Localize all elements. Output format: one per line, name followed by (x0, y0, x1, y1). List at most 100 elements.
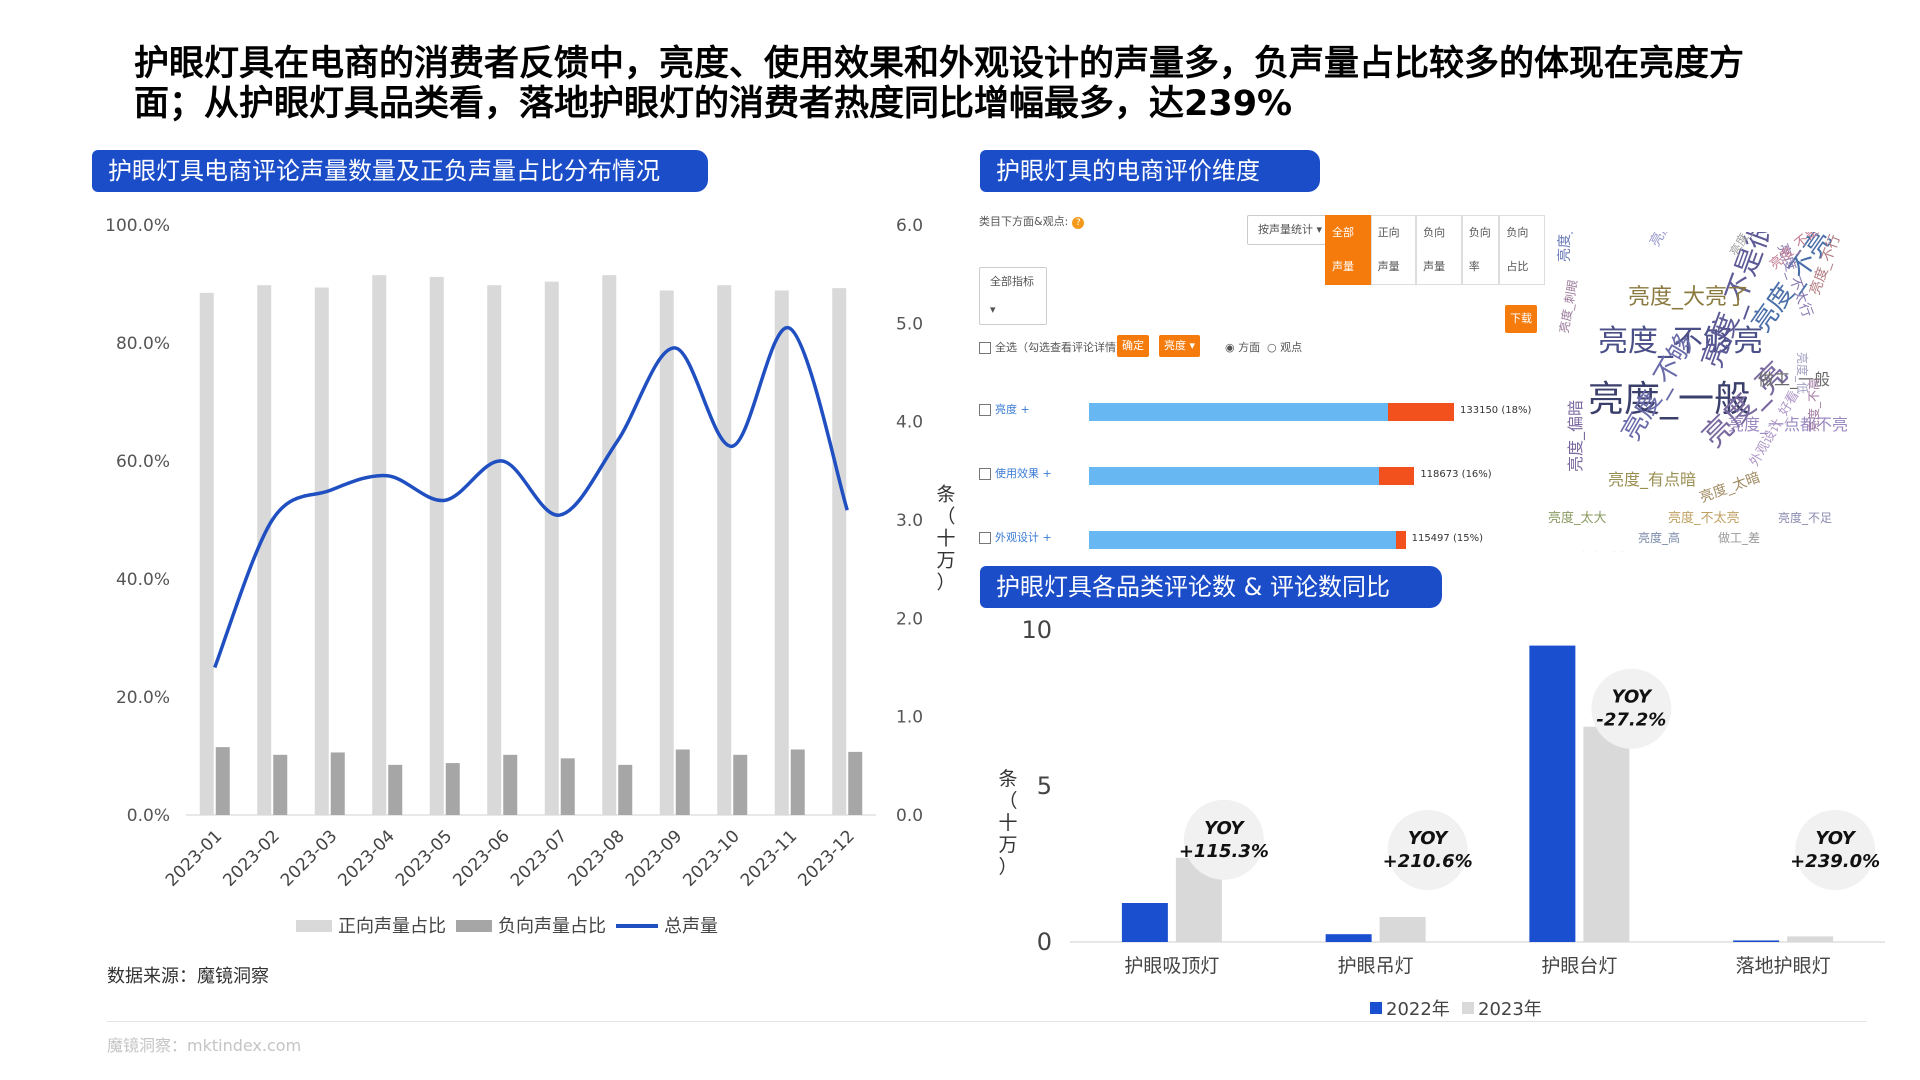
negative-share-bar (273, 754, 288, 815)
legend-label-2023: 2023年 (1478, 999, 1542, 1020)
y-right-tick-label: 4.0 (896, 413, 923, 433)
evaluation-dimension-widget: 类目下方面&观点:? 按声量统计 ▾ 全部声量 正向声量 负向声量 负向率 负向… (975, 205, 1545, 550)
y-axis-label-char: 条 (998, 768, 1017, 790)
word-cloud-term: 亮度_太亮 (1557, 232, 1573, 262)
tab-negative-rate[interactable]: 负向率 (1461, 215, 1500, 285)
y-left-tick-label: 100.0% (105, 216, 170, 236)
positive-share-bar (429, 276, 444, 815)
volume-tabs: 全部声量 正向声量 负向声量 负向率 负向占比 (1325, 215, 1545, 285)
word-cloud-term: 亮度_很亮 (1647, 232, 1692, 250)
x-tick-label: 护眼吸顶灯 (1124, 955, 1219, 977)
x-tick-label: 2023-02 (219, 826, 283, 890)
positive-share-bar (602, 275, 617, 815)
tab-all-volume[interactable]: 全部声量 (1325, 215, 1371, 285)
yoy-value: +115.3% (1179, 841, 1269, 862)
word-cloud-term: 亮度_不够亮 (1598, 324, 1763, 359)
y-right-axis-label-char: （ (936, 505, 955, 527)
tab-negative-volume[interactable]: 负向声量 (1416, 215, 1462, 285)
data-source: 数据来源：魔镜洞察 (107, 966, 269, 987)
bar-2022 (1529, 645, 1576, 942)
footer-note: 魔镜洞察：mktindex.com (107, 1036, 302, 1055)
negative-volume-bar (1396, 531, 1406, 549)
yoy-label: YOY (1204, 818, 1245, 839)
bar-2022 (1733, 940, 1780, 942)
negative-share-bar (618, 764, 633, 815)
dimension-row-label[interactable]: 亮度 + (979, 401, 1030, 417)
y-left-tick-label: 60.0% (116, 452, 170, 472)
y-right-axis-label-char: 条 (936, 483, 955, 505)
checkbox-icon (979, 342, 991, 354)
word-cloud-term: 亮度_偏暗 (1566, 399, 1585, 472)
dimension-row-label[interactable]: 使用效果 + (979, 465, 1052, 481)
bar-2022 (1325, 934, 1372, 942)
y-left-tick-label: 40.0% (116, 570, 170, 590)
dimension-row-value: 115497 (15%) (1411, 533, 1483, 544)
yoy-label: YOY (1408, 828, 1449, 849)
positive-share-bar (544, 281, 559, 815)
word-cloud-term: 亮度_大亮了 (1628, 285, 1750, 310)
dimension-row: 使用效果 + 118673 (16%) (979, 465, 1539, 485)
x-tick-label: 2023-03 (277, 826, 341, 890)
word-cloud-term: 亮度_太大 (1548, 511, 1607, 526)
y-right-axis-label-char: 十 (936, 527, 955, 549)
negative-share-bar (733, 754, 748, 815)
y-left-tick-label: 80.0% (116, 334, 170, 354)
x-tick-label: 2023-05 (392, 826, 456, 890)
left-section-title: 护眼灯具电商评论声量数量及正负声量占比分布情况 (92, 150, 708, 192)
word-cloud-term: 亮度_刺眼 (1557, 278, 1581, 335)
legend-swatch-2023 (1462, 1002, 1474, 1014)
bar-2023 (1379, 917, 1426, 942)
word-cloud-term: 亮度_不足 (1778, 511, 1833, 525)
widget-label: 类目下方面&观点:? (979, 213, 1085, 229)
word-cloud-term: 亮度_有点暗 (1608, 470, 1697, 489)
word-cloud-term: 做工_一般 (1758, 370, 1831, 389)
x-tick-label: 2023-09 (622, 826, 686, 890)
brightness-dropdown[interactable]: 亮度 ▾ (1159, 335, 1201, 357)
yoy-value: +210.6% (1383, 851, 1473, 872)
positive-share-bar (487, 285, 502, 815)
negative-share-bar (848, 751, 863, 815)
negative-share-bar (388, 764, 403, 815)
negative-share-bar (503, 754, 518, 815)
legend-swatch-positive (296, 920, 332, 932)
x-tick-label: 2023-12 (794, 826, 858, 890)
metric-select[interactable]: 全部指标 ▾ (979, 267, 1047, 325)
y-axis-label-char: （ (998, 790, 1017, 812)
x-tick-label: 2023-06 (449, 826, 513, 890)
negative-share-bar (675, 749, 690, 815)
word-cloud-term: 亮度_不高 (1807, 377, 1821, 432)
negative-share-bar (215, 747, 230, 815)
dimension-row-label[interactable]: 外观设计 + (979, 529, 1052, 545)
checkbox-icon (979, 468, 991, 480)
tab-positive-volume[interactable]: 正向声量 (1370, 215, 1417, 285)
y-right-axis-label-char: 万 (936, 549, 955, 571)
y-axis-label: 条（十万） (998, 768, 1017, 878)
yoy-value: -27.2% (1596, 710, 1666, 731)
tab-negative-share[interactable]: 负向占比 (1499, 215, 1545, 285)
word-cloud-term: 亮度_一点都不亮 (1728, 415, 1848, 434)
help-icon[interactable]: ? (1072, 217, 1085, 229)
y-right-tick-label: 6.0 (896, 216, 923, 236)
word-cloud-term: 亮度_不太亮 (1668, 511, 1740, 526)
confirm-button[interactable]: 确定 (1117, 335, 1149, 357)
radio-view[interactable]: ○ 观点 (1267, 341, 1303, 354)
word-cloud-term: 做工_差 (1718, 531, 1761, 545)
headline: 护眼灯具在电商的消费者反馈中，亮度、使用效果和外观设计的声量多，负声量占比较多的… (134, 44, 1745, 124)
x-tick-label: 护眼台灯 (1541, 955, 1617, 977)
select-all-checkbox[interactable]: 全选（勾选查看评论详情） (979, 339, 1127, 355)
positive-share-bar (314, 287, 329, 815)
radio-aspect[interactable]: ◉ 方面 (1225, 341, 1261, 354)
y-tick-label: 5 (1037, 772, 1052, 800)
y-left-tick-label: 20.0% (116, 688, 170, 708)
y-right-tick-label: 5.0 (896, 314, 923, 334)
bottom-right-section-title: 护眼灯具各品类评论数 & 评论数同比 (980, 566, 1442, 608)
word-cloud-term: 亮度_太暗 (1697, 469, 1763, 507)
x-tick-label: 2023-01 (162, 826, 226, 890)
yoy-label: YOY (1612, 687, 1653, 708)
legend-label-total: 总声量 (664, 916, 718, 937)
y-axis-label-char: 万 (998, 834, 1017, 856)
y-right-tick-label: 2.0 (896, 609, 923, 629)
positive-share-bar (372, 275, 387, 815)
download-button[interactable]: 下载 (1505, 305, 1537, 333)
negative-volume-bar (1388, 403, 1454, 421)
